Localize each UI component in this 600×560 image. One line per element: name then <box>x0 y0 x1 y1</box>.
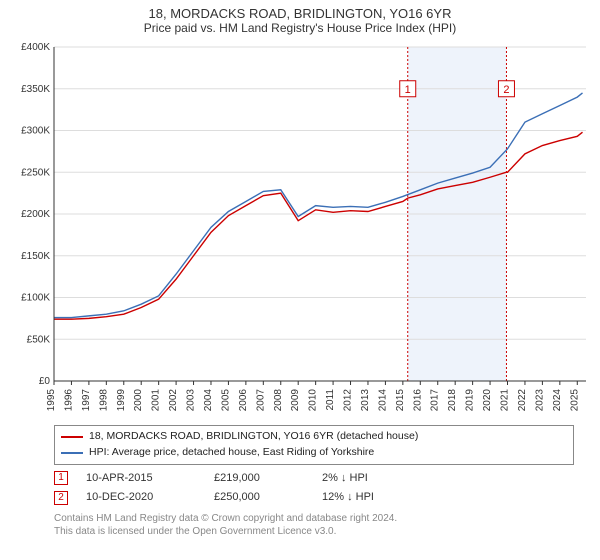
svg-text:2021: 2021 <box>500 389 511 412</box>
sale-delta-2: 12% ↓ HPI <box>322 488 432 508</box>
svg-text:2001: 2001 <box>151 389 162 412</box>
svg-text:£250K: £250K <box>21 167 50 178</box>
sale-marker-2: 2 <box>54 491 68 505</box>
svg-text:2: 2 <box>503 84 509 96</box>
sale-price-1: £219,000 <box>214 469 304 489</box>
svg-text:2022: 2022 <box>517 389 528 412</box>
svg-text:2003: 2003 <box>186 389 197 412</box>
svg-text:2004: 2004 <box>203 389 214 412</box>
svg-text:£150K: £150K <box>21 251 50 262</box>
svg-text:2010: 2010 <box>308 389 319 412</box>
svg-text:2013: 2013 <box>360 389 371 412</box>
svg-text:1: 1 <box>405 84 411 96</box>
svg-text:2018: 2018 <box>447 389 458 412</box>
svg-text:2008: 2008 <box>273 389 284 412</box>
svg-text:2000: 2000 <box>133 389 144 412</box>
svg-text:£300K: £300K <box>21 126 50 137</box>
svg-text:2017: 2017 <box>430 389 441 412</box>
footer-text: Contains HM Land Registry data © Crown c… <box>54 512 592 538</box>
svg-text:2002: 2002 <box>168 389 179 412</box>
svg-text:1998: 1998 <box>98 389 109 412</box>
svg-text:2007: 2007 <box>255 389 266 412</box>
sale-date-1: 10-APR-2015 <box>86 469 196 489</box>
chart-subtitle: Price paid vs. HM Land Registry's House … <box>8 21 592 35</box>
sale-date-2: 10-DEC-2020 <box>86 488 196 508</box>
svg-text:2016: 2016 <box>412 389 423 412</box>
sale-marker-1: 1 <box>54 471 68 485</box>
svg-text:2025: 2025 <box>569 389 580 412</box>
svg-text:2020: 2020 <box>482 389 493 412</box>
svg-text:2005: 2005 <box>220 389 231 412</box>
svg-text:£350K: £350K <box>21 84 50 95</box>
svg-text:2011: 2011 <box>325 389 336 411</box>
chart-area: £0 £50K £100K £150K £200K £250K £300K £350K £400… <box>8 41 592 421</box>
legend: 18, MORDACKS ROAD, BRIDLINGTON, YO16 6YR… <box>54 425 574 465</box>
svg-text:2015: 2015 <box>395 389 406 412</box>
svg-text:£50K: £50K <box>27 334 51 345</box>
chart-title: 18, MORDACKS ROAD, BRIDLINGTON, YO16 6YR <box>8 6 592 21</box>
sale-row-2: 2 10-DEC-2020 £250,000 12% ↓ HPI <box>54 488 592 508</box>
svg-text:£200K: £200K <box>21 209 50 220</box>
legend-label-1: 18, MORDACKS ROAD, BRIDLINGTON, YO16 6YR… <box>89 429 418 445</box>
svg-text:2023: 2023 <box>534 389 545 412</box>
svg-text:2006: 2006 <box>238 389 249 412</box>
sale-price-2: £250,000 <box>214 488 304 508</box>
svg-text:1995: 1995 <box>46 389 57 412</box>
sales-table: 1 10-APR-2015 £219,000 2% ↓ HPI 2 10-DEC… <box>54 469 592 509</box>
sale-row-1: 1 10-APR-2015 £219,000 2% ↓ HPI <box>54 469 592 489</box>
svg-text:2009: 2009 <box>290 389 301 412</box>
svg-text:2024: 2024 <box>552 389 563 412</box>
svg-text:£400K: £400K <box>21 42 50 53</box>
svg-text:1997: 1997 <box>81 389 92 412</box>
legend-label-2: HPI: Average price, detached house, East… <box>89 445 374 461</box>
svg-text:2012: 2012 <box>343 389 354 412</box>
svg-text:2014: 2014 <box>377 389 388 412</box>
svg-text:1999: 1999 <box>116 389 127 412</box>
svg-text:£0: £0 <box>39 376 51 387</box>
svg-text:1996: 1996 <box>63 389 74 412</box>
legend-row-2: HPI: Average price, detached house, East… <box>61 445 567 461</box>
legend-row-1: 18, MORDACKS ROAD, BRIDLINGTON, YO16 6YR… <box>61 429 567 445</box>
svg-text:£100K: £100K <box>21 293 50 304</box>
svg-text:2019: 2019 <box>465 389 476 412</box>
sale-delta-1: 2% ↓ HPI <box>322 469 432 489</box>
